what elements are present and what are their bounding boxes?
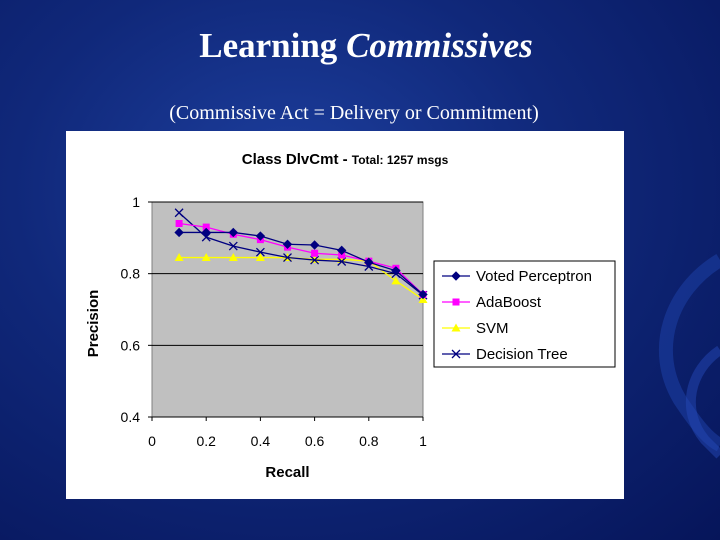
voted-perceptron-point <box>282 239 293 249</box>
y-tick-label: 0.6 <box>121 337 141 353</box>
x-tick-label: 0.6 <box>305 433 325 449</box>
svm-point <box>310 254 320 263</box>
adaboost-point <box>311 249 319 257</box>
decision-tree-point <box>228 241 238 251</box>
slide-subtitle: (Commissive Act = Delivery or Commitment… <box>169 102 539 124</box>
x-axis-label: Recall <box>265 464 309 481</box>
x-tick-label: 0.2 <box>196 433 216 449</box>
legend-box <box>433 260 616 368</box>
voted-perceptron-point <box>201 227 211 238</box>
svm-point <box>174 253 184 262</box>
adaboost-point <box>175 220 183 227</box>
adaboost-point <box>202 223 210 231</box>
legend-label-voted-perceptron: Voted Perceptron <box>476 268 592 285</box>
decision-tree-line <box>178 212 424 296</box>
chart-title-sub: Total: 1257 msgs <box>351 153 449 167</box>
svm-point <box>228 253 238 262</box>
legend-label-adaboost: AdaBoost <box>476 294 542 311</box>
slide-title-italic: Commissives <box>346 26 533 65</box>
voted-perceptron-point <box>391 266 401 276</box>
legend-marker-adaboost <box>452 298 460 306</box>
voted-perceptron-point <box>228 227 239 238</box>
y-axis-label: Precision <box>85 290 102 358</box>
decision-tree-point <box>310 255 320 265</box>
voted-perceptron-point <box>309 240 320 250</box>
slide-title-plain: Learning <box>199 26 347 65</box>
voted-perceptron-point <box>255 231 266 241</box>
legend-marker-decision-tree <box>451 349 461 359</box>
x-tick-label: 0.4 <box>251 433 271 449</box>
x-tick-label: 0 <box>148 433 156 449</box>
svm-point <box>255 253 265 262</box>
svm-point <box>391 276 401 285</box>
chart-title: Class DlvCmt - Total: 1257 msgs <box>66 151 624 169</box>
legend-label-decision-tree: Decision Tree <box>476 346 568 363</box>
y-tick-label: 0.8 <box>121 266 141 282</box>
legend-marker-svm <box>451 323 461 332</box>
legend-label-svm: SVM <box>476 320 509 337</box>
x-tick-label: 0.8 <box>359 433 379 449</box>
chart-panel: Class DlvCmt - Total: 1257 msgs 0.4 0.6 0.… <box>66 131 624 499</box>
decision-tree-point <box>337 257 347 266</box>
adaboost-line <box>179 222 424 295</box>
svm-point <box>201 253 211 262</box>
swoosh-decoration <box>659 254 720 459</box>
decision-tree-point <box>255 247 265 257</box>
decision-tree-point <box>174 208 184 218</box>
chart-title-main: Class DlvCmt - <box>241 151 352 168</box>
precision-recall-chart: 0.4 0.6 0.8 1 0 0.2 0.4 0.6 0.8 1 Recall Precision V… <box>85 194 616 481</box>
x-tick-label: 1 <box>419 433 427 449</box>
decision-tree-point <box>283 253 292 263</box>
y-tick-label: 0.4 <box>121 409 141 425</box>
voted-perceptron-point <box>418 289 428 300</box>
slide-title: Learning Commissives <box>0 26 720 66</box>
voted-perceptron-point <box>336 245 347 256</box>
y-tick-label: 1 <box>132 194 140 210</box>
voted-perceptron-line <box>179 231 424 295</box>
voted-perceptron-point <box>364 257 374 267</box>
voted-perceptron-point <box>174 227 184 238</box>
legend-marker-voted-perceptron <box>451 271 461 281</box>
plot-area <box>151 201 424 418</box>
